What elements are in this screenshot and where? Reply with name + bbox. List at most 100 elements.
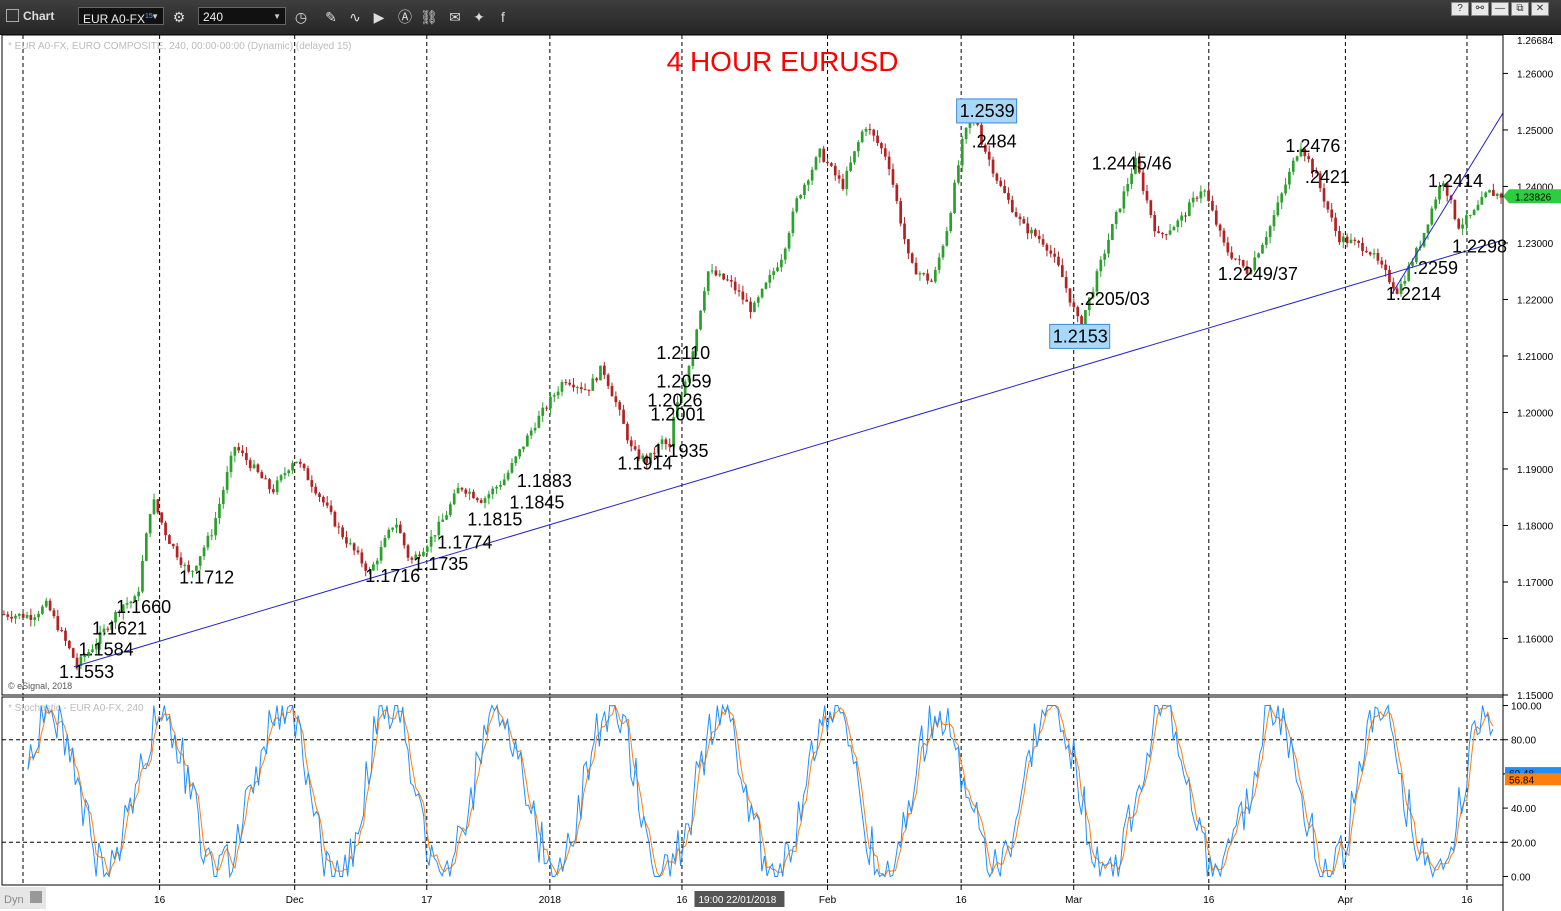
x-tick-label: Apr xyxy=(1338,895,1354,906)
price-ytick-label: 1.23000 xyxy=(1517,239,1554,250)
trendline xyxy=(73,239,1504,668)
candle-body xyxy=(1045,244,1049,251)
candle-body xyxy=(302,463,306,469)
facebook-icon[interactable]: f xyxy=(501,9,505,25)
candle-body xyxy=(437,521,441,536)
candle-body xyxy=(595,378,598,381)
candle-body xyxy=(1041,239,1045,245)
candle-body xyxy=(1114,212,1118,225)
candle-body xyxy=(753,302,756,312)
candle-body xyxy=(368,570,371,572)
candle-body xyxy=(926,273,929,281)
a-icon[interactable]: Ⓐ xyxy=(398,9,412,25)
candle-body xyxy=(537,415,541,428)
candle-body xyxy=(210,535,214,537)
candle-body xyxy=(552,395,556,397)
candle-body xyxy=(930,280,933,282)
restore-button[interactable]: ⧉ xyxy=(1511,2,1529,16)
candle-body xyxy=(1257,253,1260,258)
chart-area[interactable]: 1.15000 1.16000 1.17000 1.18000 1.19000 1.200… xyxy=(0,35,1561,911)
clock-icon[interactable]: ◷ xyxy=(294,9,308,25)
candle-body xyxy=(10,616,13,619)
candle-body xyxy=(653,452,656,454)
candle-body xyxy=(479,500,483,503)
link-window-button[interactable]: ⚯ xyxy=(1471,2,1489,16)
candle-body xyxy=(1488,189,1491,193)
candle-body xyxy=(1311,159,1314,172)
twitter-icon[interactable]: ✦ xyxy=(473,9,485,25)
price-ytick-label: 1.22000 xyxy=(1517,295,1554,306)
candle-body xyxy=(1391,282,1395,289)
candle-body xyxy=(306,468,310,481)
help-button[interactable]: ? xyxy=(1451,2,1469,16)
pencil-icon[interactable]: ✎ xyxy=(325,9,337,25)
candle-body xyxy=(1003,186,1006,193)
candle-body xyxy=(1295,156,1299,161)
candle-body xyxy=(737,290,741,292)
comment-icon[interactable]: ✉ xyxy=(449,9,461,25)
candle-body xyxy=(587,389,591,391)
candle-body xyxy=(1264,237,1268,245)
lock-icon xyxy=(30,891,42,903)
candle-body xyxy=(1049,250,1053,254)
candle-body xyxy=(329,505,333,512)
link-icon[interactable]: ⛓ xyxy=(420,9,438,25)
candle-body xyxy=(903,223,906,240)
candle-body xyxy=(406,545,410,558)
candle-body xyxy=(633,446,637,450)
symbol-input[interactable]: EUR A0-FX15 ▼ xyxy=(78,7,164,26)
candle-body xyxy=(1164,234,1168,236)
candle-body xyxy=(860,131,864,143)
candle-body xyxy=(144,533,148,561)
candle-body xyxy=(1357,240,1361,243)
candle-body xyxy=(2,614,6,616)
candle-body xyxy=(1207,190,1210,201)
candle-body xyxy=(325,502,329,506)
candle-body xyxy=(79,656,83,666)
candle-body xyxy=(1130,173,1133,185)
candle-body xyxy=(83,656,87,658)
candle-body xyxy=(1261,244,1264,254)
price-annotation: 1.2414 xyxy=(1428,171,1483,191)
price-annotation: 1.1735 xyxy=(413,554,468,574)
candle-body xyxy=(183,564,187,566)
candle-body xyxy=(68,640,71,649)
candle-body xyxy=(668,444,672,447)
candle-body xyxy=(907,239,910,254)
stoch-k-line xyxy=(27,703,1494,879)
candle-body xyxy=(264,478,267,480)
candle-body xyxy=(1199,191,1203,199)
candle-body xyxy=(1238,259,1241,261)
candle-body xyxy=(1037,235,1041,240)
candle-body xyxy=(1492,189,1495,197)
candle-body xyxy=(1288,171,1291,185)
price-pane[interactable]: 1.15000 1.16000 1.17000 1.18000 1.19000 1.200… xyxy=(1,35,1561,702)
stochastic-pane[interactable]: * Stochastic - EUR A0-FX, 240 0.00 20.00 40… xyxy=(1,696,1561,886)
candle-body xyxy=(449,504,452,516)
candle-body xyxy=(1376,253,1380,261)
candle-body xyxy=(221,489,225,504)
candle-body xyxy=(699,310,702,330)
candle-body xyxy=(599,365,602,381)
curve-icon[interactable]: ∿ xyxy=(349,9,361,25)
candle-body xyxy=(148,514,152,534)
chevron-down-icon: ▼ xyxy=(151,12,159,21)
close-button[interactable]: ✕ xyxy=(1531,2,1549,16)
candle-body xyxy=(695,329,699,352)
candle-body xyxy=(499,485,502,487)
candle-body xyxy=(121,604,125,614)
candle-body xyxy=(56,616,60,631)
candle-body xyxy=(171,544,175,547)
price-annotation: 1.1914 xyxy=(617,454,672,474)
interval-input[interactable]: 240 ▼ xyxy=(198,7,286,25)
minimize-button[interactable]: — xyxy=(1491,2,1509,16)
price-ytick-label: 1.26000 xyxy=(1517,69,1554,80)
candle-body xyxy=(660,439,664,445)
candle-body xyxy=(1434,199,1437,209)
candle-body xyxy=(87,652,90,657)
settings-icon[interactable]: ⚙ xyxy=(172,9,186,25)
play-icon[interactable]: ▶ xyxy=(373,9,385,25)
candle-body xyxy=(591,378,595,391)
candle-body xyxy=(71,648,75,658)
candle-body xyxy=(1272,215,1276,227)
